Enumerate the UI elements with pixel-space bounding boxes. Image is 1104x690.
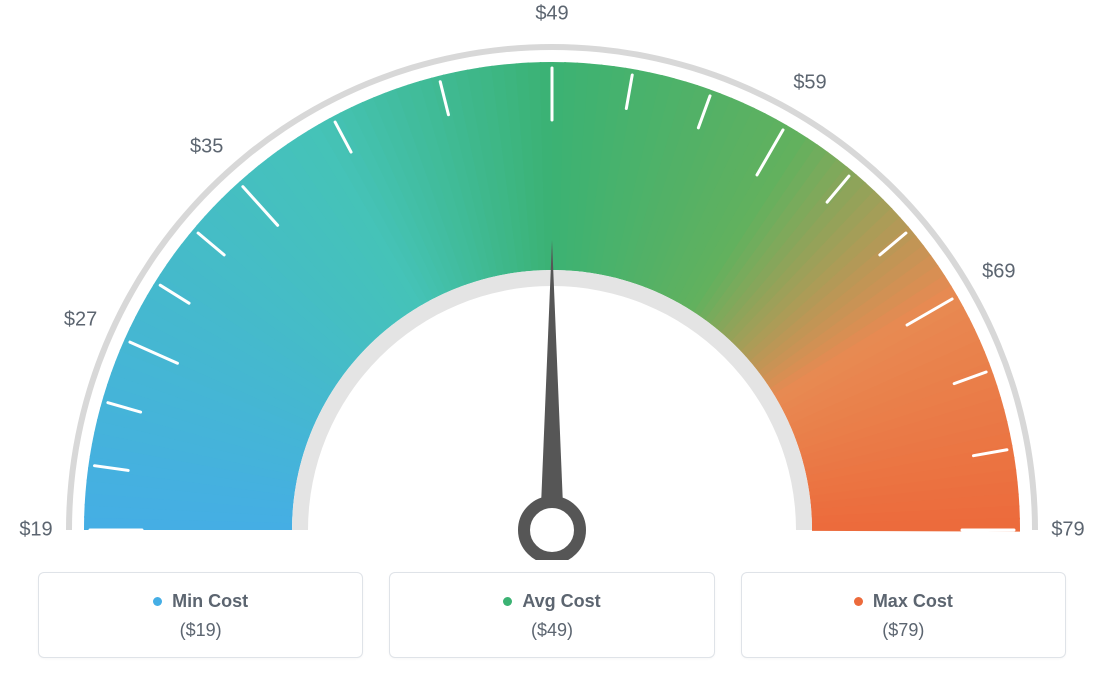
gauge-tick-label: $79 xyxy=(1051,519,1084,542)
gauge-tick-label: $19 xyxy=(19,519,52,542)
legend-card-avg: Avg Cost ($49) xyxy=(389,572,714,658)
legend-dot-max xyxy=(854,597,863,606)
legend-title-min: Min Cost xyxy=(172,591,248,612)
gauge-area: $19 $27 $35 $49 $59 $69 $79 xyxy=(0,0,1104,560)
legend-row: Min Cost ($19) Avg Cost ($49) Max Cost (… xyxy=(38,572,1066,658)
gauge-needle-hub xyxy=(524,502,580,558)
cost-gauge-chart: $19 $27 $35 $49 $59 $69 $79 Min Cost ($19) Avg… xyxy=(0,0,1104,690)
legend-value-max: ($79) xyxy=(742,620,1065,641)
legend-dot-min xyxy=(153,597,162,606)
gauge-svg xyxy=(0,0,1104,560)
legend-value-min: ($19) xyxy=(39,620,362,641)
legend-title-avg: Avg Cost xyxy=(522,591,600,612)
legend-card-min: Min Cost ($19) xyxy=(38,572,363,658)
gauge-tick-label: $49 xyxy=(535,3,568,26)
legend-card-max: Max Cost ($79) xyxy=(741,572,1066,658)
gauge-tick-label: $27 xyxy=(64,309,97,332)
legend-title-max: Max Cost xyxy=(873,591,953,612)
gauge-tick-label: $35 xyxy=(190,135,223,158)
gauge-tick-label: $69 xyxy=(982,261,1015,284)
gauge-tick-label: $59 xyxy=(793,72,826,95)
legend-value-avg: ($49) xyxy=(390,620,713,641)
legend-dot-avg xyxy=(503,597,512,606)
